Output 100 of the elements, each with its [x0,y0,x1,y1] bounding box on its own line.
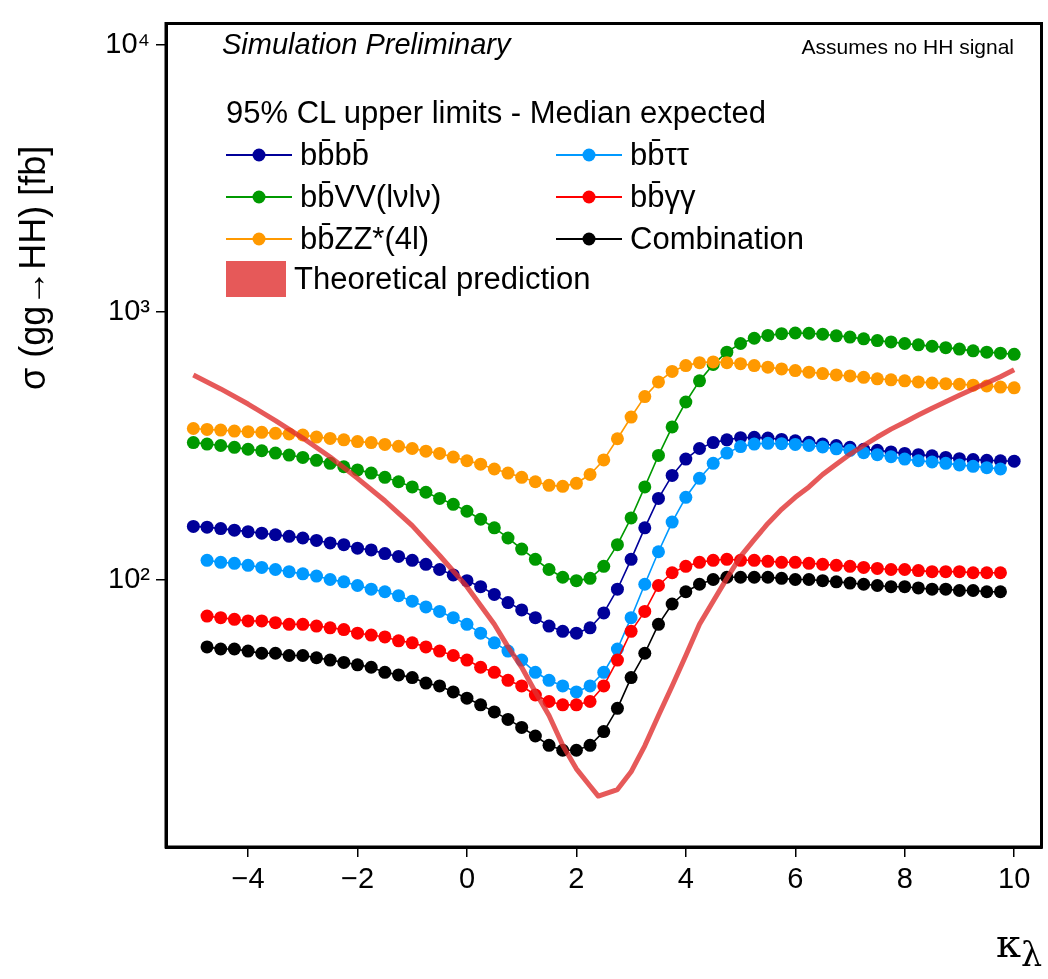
point [775,437,789,451]
legend-label: bb̄ZZ*(4l) [300,221,430,257]
point [569,698,583,712]
point [870,448,884,462]
point [241,614,255,628]
point [966,566,980,580]
point [638,646,652,660]
point [392,668,406,682]
point [323,573,337,587]
point [638,577,652,591]
point [884,580,898,594]
point [775,555,789,569]
point [747,553,761,567]
point [720,552,734,566]
point [624,671,638,685]
point [638,604,652,618]
point [542,694,556,708]
point [282,617,296,631]
point [761,554,775,568]
point [227,556,241,570]
point [829,442,843,456]
point [556,698,570,712]
point [474,698,488,712]
point [706,573,720,587]
point [515,720,529,734]
point [200,553,214,567]
point [487,636,501,650]
point [829,575,843,589]
x-axis-title: κ$_{λ}$ [995,920,1042,974]
point [296,567,310,581]
point [720,446,734,460]
point [843,559,857,573]
point [651,545,665,559]
point [323,653,337,667]
point [378,665,392,679]
point [227,642,241,656]
legend-label: Theoretical prediction [294,261,591,297]
point [993,566,1007,580]
point [268,563,282,577]
point [446,611,460,625]
point [911,581,925,595]
point [693,471,707,485]
x-tick-label: 8 [896,862,913,895]
annotation: Simulation Preliminary [222,28,511,61]
point [993,462,1007,476]
point [474,626,488,640]
point [351,626,365,640]
point [679,559,693,573]
point [337,575,351,589]
y-axis-title: σ (gg→HH) [fb] [12,144,54,390]
point [364,628,378,642]
point [255,646,269,660]
x-tick-label: −2 [340,862,375,895]
point [241,644,255,658]
point [433,679,447,693]
point [843,576,857,590]
point [460,617,474,631]
point [542,738,556,752]
y-tick-label: 10² [108,561,151,594]
point [515,679,529,693]
point [351,658,365,672]
point [405,671,419,685]
point [501,712,515,726]
point [802,573,816,587]
point [392,634,406,648]
point [857,577,871,591]
legend-label: bb̄ττ [630,137,689,173]
point [583,679,597,693]
point [337,655,351,669]
point [309,619,323,633]
point [870,561,884,575]
point [925,455,939,469]
point [597,679,611,693]
legend-label: bb̄bb̄ [300,137,369,173]
point [214,611,228,625]
point [419,676,433,690]
point [597,665,611,679]
point [542,673,556,687]
point [816,574,830,588]
point [309,569,323,583]
point [802,439,816,453]
point [761,436,775,450]
point [980,585,994,599]
point [624,624,638,638]
point [898,452,912,466]
point [747,437,761,451]
point [214,642,228,656]
point [802,556,816,570]
point [200,640,214,654]
point [610,701,624,715]
point [392,589,406,603]
point [200,609,214,623]
point [966,459,980,473]
point [610,653,624,667]
point [296,648,310,662]
point [214,555,228,569]
point [939,565,953,579]
point [911,564,925,578]
point [884,450,898,464]
point [624,611,638,625]
